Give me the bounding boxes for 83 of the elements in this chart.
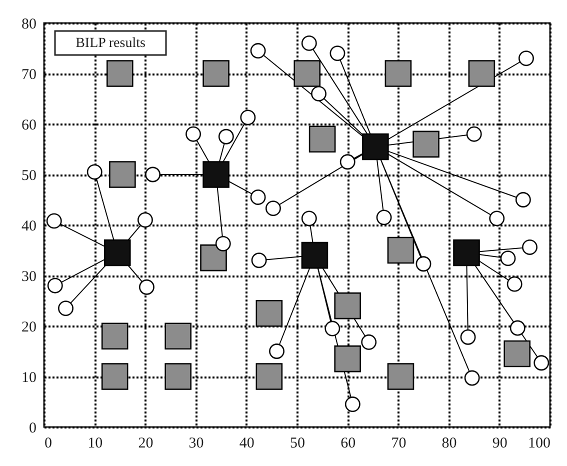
point <box>250 190 266 205</box>
point <box>522 240 538 255</box>
point <box>506 276 522 292</box>
point <box>301 35 317 51</box>
y-tick-label: 30 <box>22 269 36 285</box>
point <box>453 239 480 266</box>
point <box>387 236 414 264</box>
x-tick-label: 90 <box>492 436 508 452</box>
point <box>240 110 256 126</box>
point <box>250 43 266 58</box>
x-tick-label: 80 <box>442 436 457 452</box>
point <box>489 210 505 226</box>
point <box>301 242 328 269</box>
x-tick-label: 70 <box>391 436 406 452</box>
point <box>294 60 321 87</box>
point <box>362 133 389 160</box>
point <box>376 210 392 226</box>
point <box>361 334 377 350</box>
y-tick-label: 20 <box>22 320 36 336</box>
point <box>468 60 496 87</box>
point <box>202 161 230 188</box>
point <box>106 60 134 87</box>
y-tick-label: 40 <box>22 218 36 234</box>
point <box>324 320 340 336</box>
x-tick-label: 10 <box>88 436 103 452</box>
point <box>256 363 283 390</box>
point <box>47 278 63 294</box>
y-tick-label: 10 <box>22 370 36 386</box>
point <box>330 46 346 62</box>
point <box>186 126 201 142</box>
point <box>101 322 128 350</box>
point <box>145 166 161 182</box>
point <box>510 320 526 336</box>
x-tick-label: 40 <box>239 436 254 452</box>
point <box>200 244 227 272</box>
x-tick-label: 100 <box>528 436 550 452</box>
point <box>58 300 74 316</box>
point <box>269 344 284 359</box>
point <box>387 363 414 390</box>
point <box>311 86 326 102</box>
x-tick-label: 60 <box>340 436 356 452</box>
point <box>46 213 62 229</box>
y-tick-label: 80 <box>22 16 36 32</box>
x-tick-label: 50 <box>290 436 305 452</box>
point <box>416 256 432 272</box>
point <box>534 355 550 371</box>
point <box>104 239 131 266</box>
point <box>466 126 482 142</box>
point <box>504 340 531 368</box>
point <box>138 279 154 295</box>
point <box>460 329 476 345</box>
point <box>251 252 267 268</box>
point <box>164 322 192 350</box>
point <box>218 128 234 144</box>
point <box>500 250 516 266</box>
point <box>301 210 317 226</box>
annotation: BILP results <box>76 36 146 51</box>
point <box>164 363 192 390</box>
point <box>265 200 281 216</box>
point <box>340 154 356 170</box>
point <box>202 60 230 87</box>
x-tick-label: 30 <box>188 436 204 452</box>
point <box>515 192 531 208</box>
y-tick-label: 50 <box>22 168 36 184</box>
point <box>384 60 412 87</box>
point <box>464 370 480 386</box>
point <box>215 236 231 252</box>
point <box>412 130 440 158</box>
x-tick-label: 0 <box>44 436 52 452</box>
point <box>518 50 534 66</box>
point <box>334 345 361 372</box>
x-tick-label: 20 <box>138 436 154 452</box>
point <box>109 161 136 188</box>
point <box>256 300 283 327</box>
y-tick-label: 0 <box>29 420 36 436</box>
y-tick-label: 60 <box>22 118 36 134</box>
point <box>344 396 360 412</box>
point <box>334 292 361 320</box>
point <box>308 126 336 153</box>
point <box>86 164 102 180</box>
point <box>137 212 153 228</box>
point <box>101 363 128 390</box>
y-tick-label: 70 <box>22 67 36 83</box>
